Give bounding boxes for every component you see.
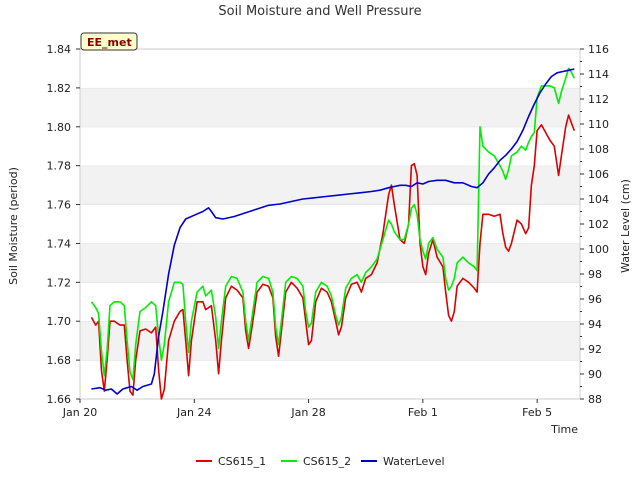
- left-y-tick-label: 1.68: [47, 354, 72, 367]
- right-y-axis-label: Water Level (cm): [619, 179, 632, 273]
- right-y-tick-label: 104: [588, 193, 609, 206]
- left-y-tick-label: 1.78: [47, 160, 72, 173]
- x-tick-label: Jan 28: [290, 406, 325, 419]
- left-y-tick-label: 1.80: [47, 121, 72, 134]
- grid-band: [80, 165, 580, 205]
- x-tick-label: Jan 20: [62, 406, 97, 419]
- grid-band: [80, 49, 580, 88]
- right-y-tick-label: 92: [588, 343, 602, 356]
- right-y-tick-label: 88: [588, 393, 602, 406]
- left-y-tick-label: 1.76: [47, 199, 72, 212]
- series-lines: [90, 67, 576, 400]
- legend-label-cs615_1: CS615_1: [218, 455, 266, 468]
- grid-bands: [80, 48, 580, 399]
- x-axis-label: Time: [550, 423, 578, 436]
- right-y-tick-label: 116: [588, 43, 609, 56]
- left-y-tick-label: 1.82: [47, 82, 72, 95]
- series-line-cs615_2: [90, 67, 576, 381]
- station-badge-label: EE_met: [87, 36, 132, 49]
- chart-title: Soil Moisture and Well Pressure: [218, 4, 421, 19]
- station-badge: EE_met: [80, 32, 138, 51]
- left-y-tick-label: 1.74: [47, 237, 72, 250]
- grid-band: [80, 87, 580, 127]
- right-y-tick-label: 106: [588, 168, 609, 181]
- right-y-tick-label: 94: [588, 318, 602, 331]
- left-y-axis: 1.66 1.68 1.70 1.72 1.74 1.76 1.78 1.80 1.82 1.84: [47, 43, 80, 406]
- left-y-tick-label: 1.70: [47, 315, 72, 328]
- right-y-tick-label: 90: [588, 368, 602, 381]
- left-y-tick-label: 1.72: [47, 276, 72, 289]
- x-tick-label: Feb 1: [408, 406, 438, 419]
- right-y-tick-label: 98: [588, 268, 602, 281]
- grid-band: [80, 126, 580, 166]
- station-badge-box: [80, 32, 138, 51]
- x-axis: Jan 20 Jan 24 Jan 28 Feb 1 Feb 5: [62, 399, 552, 419]
- left-y-tick-label: 1.66: [47, 393, 72, 406]
- right-y-tick-label: 96: [588, 293, 602, 306]
- series-line-waterlevel: [91, 68, 575, 395]
- left-y-axis-label: Soil Moisture (period): [7, 167, 20, 285]
- legend-label-waterlevel: WaterLevel: [383, 455, 445, 468]
- grid-band: [80, 204, 580, 244]
- right-y-tick-label: 102: [588, 218, 609, 231]
- right-y-tick-label: 100: [588, 243, 609, 256]
- legend: CS615_1 CS615_2 WaterLevel: [196, 455, 445, 468]
- right-y-tick-label: 114: [588, 68, 609, 81]
- right-y-tick-label: 112: [588, 93, 609, 106]
- series-line-cs615_1: [90, 114, 576, 400]
- right-y-tick-label: 110: [588, 118, 609, 131]
- legend-label-cs615_2: CS615_2: [303, 455, 351, 468]
- grid-band: [80, 282, 580, 322]
- grid-band: [80, 243, 580, 283]
- right-y-axis: 88 90 92 94 96 98 100 102 104 106 108 110 112 114 116: [580, 43, 609, 406]
- right-y-tick-label: 108: [588, 143, 609, 156]
- x-tick-label: Jan 24: [176, 406, 211, 419]
- left-y-tick-label: 1.84: [47, 43, 72, 56]
- x-tick-label: Feb 5: [522, 406, 552, 419]
